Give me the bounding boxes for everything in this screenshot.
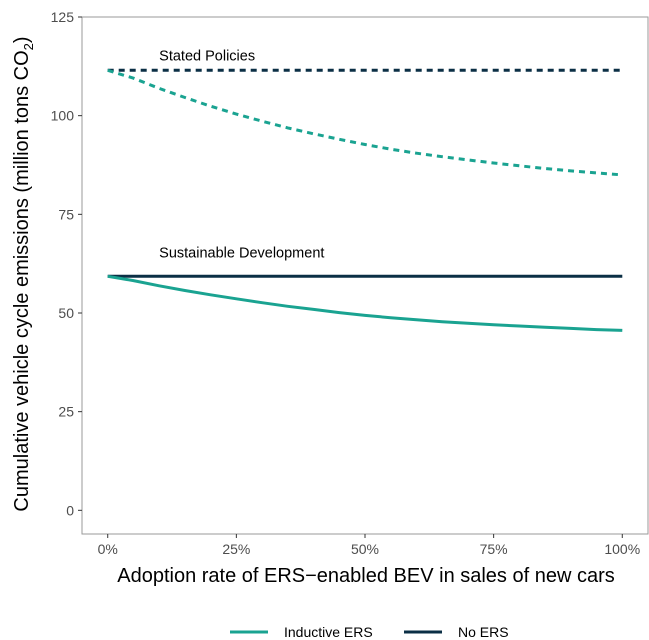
y-tick-label: 125 xyxy=(51,9,75,25)
legend: Inductive ERS No ERS xyxy=(230,624,509,640)
y-axis-title-close: ) xyxy=(11,36,33,43)
x-axis-ticks: 0% 25% 50% 75% 100% xyxy=(98,534,640,557)
y-tick-label: 50 xyxy=(58,305,74,321)
y-tick-label: 75 xyxy=(58,206,74,222)
series-line-inductive-ers-sustainable-development xyxy=(107,274,623,332)
y-tick-label: 100 xyxy=(51,108,75,124)
x-tick-label: 100% xyxy=(604,541,640,557)
scenario-annotations: Stated Policies Sustainable Development xyxy=(159,48,324,261)
x-tick-label: 25% xyxy=(222,541,250,557)
y-axis-title: Cumulative vehicle cycle emissions (mill… xyxy=(11,36,36,511)
y-axis-title-subscript: 2 xyxy=(21,43,36,50)
annotation-label: Stated Policies xyxy=(159,48,255,64)
y-tick-label: 25 xyxy=(58,404,74,420)
x-tick-label: 0% xyxy=(98,541,118,557)
y-tick-label: 0 xyxy=(66,502,74,518)
legend-label: No ERS xyxy=(458,624,509,640)
series-lines xyxy=(107,68,623,332)
y-axis-ticks: 0 25 50 75 100 125 xyxy=(51,9,82,518)
x-tick-label: 50% xyxy=(351,541,379,557)
annotation-label: Sustainable Development xyxy=(159,246,324,262)
x-tick-label: 75% xyxy=(480,541,508,557)
series-line-inductive-ers-stated-policies xyxy=(107,68,623,177)
x-axis-title: Adoption rate of ERS−enabled BEV in sale… xyxy=(117,565,615,587)
y-axis-title-main: Cumulative vehicle cycle emissions (mill… xyxy=(11,50,33,511)
legend-label: Inductive ERS xyxy=(284,624,373,640)
